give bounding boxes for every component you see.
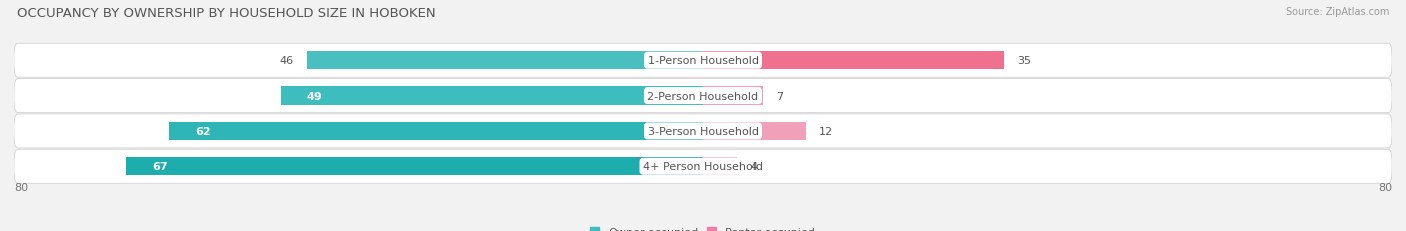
Text: 49: 49 (307, 91, 322, 101)
FancyBboxPatch shape (14, 44, 1392, 78)
Bar (703, 157, 738, 176)
Text: 80: 80 (1378, 182, 1392, 192)
Text: 67: 67 (152, 161, 167, 172)
Bar (127, 157, 703, 176)
Text: 1-Person Household: 1-Person Household (648, 56, 758, 66)
Text: Source: ZipAtlas.com: Source: ZipAtlas.com (1285, 7, 1389, 17)
Bar (703, 122, 807, 140)
Text: 4: 4 (751, 161, 758, 172)
Text: 80: 80 (14, 182, 28, 192)
Text: 2-Person Household: 2-Person Household (647, 91, 759, 101)
Bar (169, 122, 703, 140)
Text: 35: 35 (1018, 56, 1032, 66)
Bar (307, 52, 703, 70)
Text: 7: 7 (776, 91, 783, 101)
Bar (703, 87, 763, 105)
FancyBboxPatch shape (14, 150, 1392, 183)
Bar (703, 52, 1004, 70)
Legend: Owner-occupied, Renter-occupied: Owner-occupied, Renter-occupied (586, 223, 820, 231)
Text: 3-Person Household: 3-Person Household (648, 126, 758, 136)
FancyBboxPatch shape (14, 79, 1392, 113)
Text: OCCUPANCY BY OWNERSHIP BY HOUSEHOLD SIZE IN HOBOKEN: OCCUPANCY BY OWNERSHIP BY HOUSEHOLD SIZE… (17, 7, 436, 20)
FancyBboxPatch shape (14, 114, 1392, 148)
Bar (281, 87, 703, 105)
Text: 4+ Person Household: 4+ Person Household (643, 161, 763, 172)
Text: 12: 12 (820, 126, 834, 136)
Text: 46: 46 (280, 56, 294, 66)
Text: 62: 62 (195, 126, 211, 136)
